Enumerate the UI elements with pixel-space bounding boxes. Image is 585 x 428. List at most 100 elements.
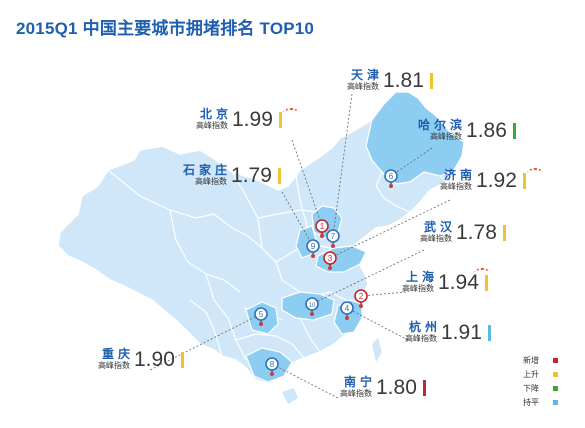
pin-rank: 6 [389,172,394,181]
city-names: 济南 高峰指数 [440,168,472,192]
city-name: 杭州 [408,320,441,334]
index-sub-label: 高峰指数 [98,361,130,370]
hainan-island [282,388,298,404]
burst-icon [527,168,543,178]
city-name: 济南 [443,168,476,182]
trend-indicator-bar [512,123,516,139]
city-name: 天津 [350,68,383,82]
city-label: 南宁 高峰指数 1.80 [340,375,426,399]
pin-rank: 3 [328,254,333,263]
pin-rank: 10 [309,303,316,309]
peak-index-value: 1.92 [476,169,517,192]
legend-down: 下降 [523,381,558,395]
pin-rank: 7 [331,232,336,241]
peak-index-value: 1.99 [232,108,273,131]
pin-head [305,297,319,311]
city-name: 武汉 [423,220,456,234]
city-name: 南宁 [343,375,376,389]
city-names: 石家庄 高峰指数 [183,163,227,187]
pin-rank: 2 [359,292,364,301]
city-pins: 71 6 9 3 10 24 5 8 [254,169,398,376]
city-pin[interactable]: 2 [354,289,368,308]
trend-indicator-bar [522,173,526,189]
legend-swatch [553,385,558,391]
legend-label: 新增 [523,355,539,365]
city-names: 重庆 高峰指数 [98,347,130,371]
city-pin[interactable]: 8 [265,357,279,376]
leader-line [311,249,425,305]
city-label: 杭州 高峰指数 1.91 [405,320,491,344]
leader-line [271,363,339,399]
peak-index-value: 1.91 [441,321,482,344]
pin-dot [389,184,393,188]
city-label: 石家庄 高峰指数 1.79 [183,163,281,187]
city-pin[interactable]: 1 [315,219,329,238]
leader-line [149,313,262,371]
pin-rank: 9 [311,242,316,251]
index-sub-label: 高峰指数 [440,182,472,191]
pin-dot [331,244,335,248]
leader-line [390,147,433,177]
pin-head [340,301,354,315]
city-name: 上海 [405,270,438,284]
index-sub-label: 高峰指数 [340,389,372,398]
trend-indicator-bar [278,112,282,128]
pin-dot [270,372,274,376]
city-label: 武汉 高峰指数 1.78 [420,220,506,244]
legend-flat: 持平 [523,395,558,409]
city-label: 济南 高峰指数 1.92 [440,168,526,192]
city-name: 北京 [199,107,232,121]
peak-index-value: 1.81 [383,69,424,92]
pin-head [315,219,329,233]
legend-swatch [553,371,558,377]
burst-icon [283,108,299,118]
peak-index-value: 1.78 [456,221,497,244]
pin-dot [311,254,315,258]
index-sub-label: 高峰指数 [347,82,379,91]
burst-icon [474,268,490,278]
leader-line [346,307,409,341]
city-pin[interactable]: 7 [326,229,340,248]
pin-head [323,251,337,265]
trend-indicator-bar [277,168,281,184]
city-names: 上海 高峰指数 [402,270,434,294]
pin-dot [359,304,363,308]
pin-rank: 8 [270,360,275,369]
leader-line [360,291,407,297]
legend-swatch [553,357,558,363]
trend-indicator-bar [487,325,491,341]
city-pin[interactable]: 5 [254,307,268,326]
city-pin[interactable]: 3 [323,251,337,270]
legend-swatch [553,399,558,405]
city-name: 石家庄 [183,163,232,177]
city-names: 天津 高峰指数 [347,68,379,92]
pin-head [265,357,279,371]
city-label: 上海 高峰指数 1.94 [402,270,488,294]
trend-indicator-bar [180,352,184,368]
legend-up: 上升 [523,367,558,381]
peak-index-value: 1.94 [438,271,479,294]
index-sub-label: 高峰指数 [402,284,434,293]
city-pin[interactable]: 9 [306,239,320,258]
map-title: 2015Q1 中国主要城市拥堵排名 TOP10 [16,19,315,38]
legend-label: 持平 [523,397,539,407]
pin-dot [259,322,263,326]
trend-indicator-bar [502,225,506,241]
pin-dot [328,266,332,270]
pin-rank: 1 [320,222,325,231]
city-names: 杭州 高峰指数 [405,320,437,344]
city-pin[interactable]: 10 [305,297,319,316]
taiwan-island [372,338,382,362]
pin-dot [320,234,324,238]
leader-lines [149,93,451,399]
city-pin[interactable]: 6 [384,169,398,188]
city-pin[interactable]: 4 [340,301,354,320]
pin-head [354,289,368,303]
pin-rank: 5 [259,310,264,319]
pin-head [306,239,320,253]
leader-line [291,139,323,227]
index-sub-label: 高峰指数 [195,177,228,186]
city-label: 重庆 高峰指数 1.90 [98,347,184,371]
peak-index-value: 1.90 [134,348,175,371]
